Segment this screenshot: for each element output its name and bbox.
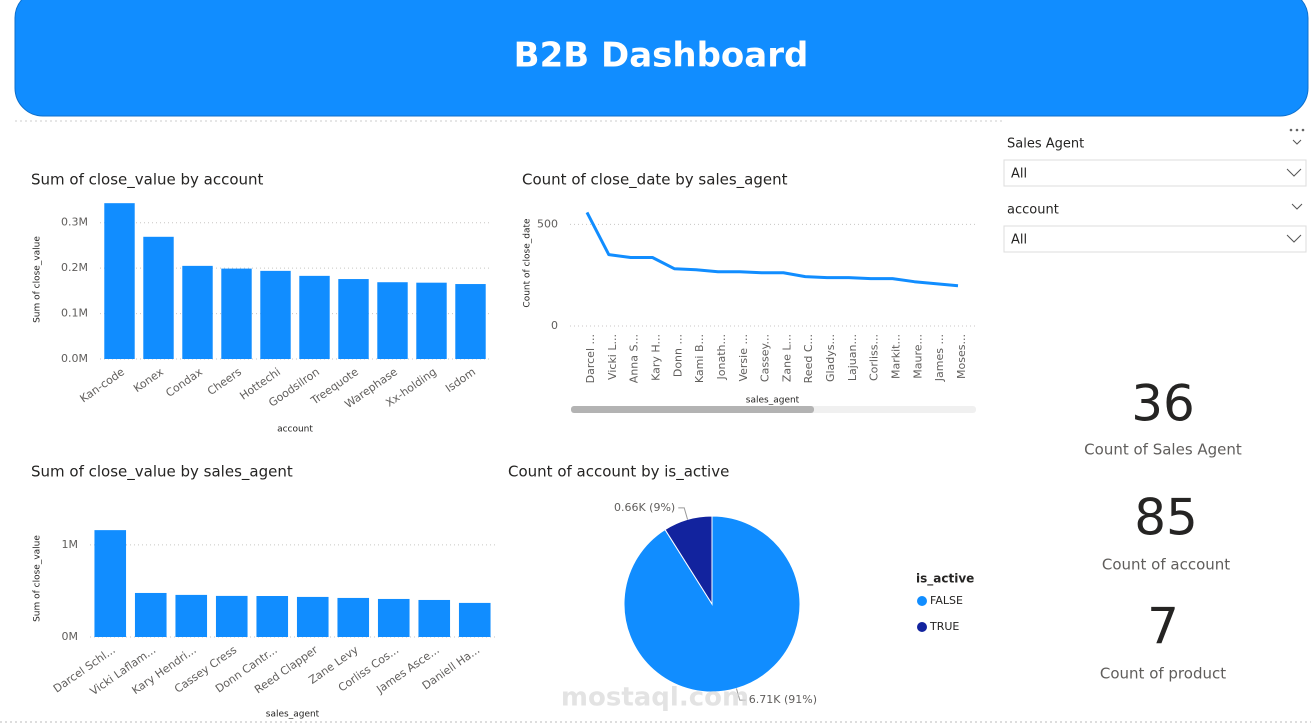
y-tick-label: 1M xyxy=(62,538,79,551)
chart-title: Sum of close_value by account xyxy=(31,171,264,190)
slicer-value: All xyxy=(1011,233,1027,248)
bar xyxy=(338,279,369,359)
bar xyxy=(377,282,408,359)
slicer-chevron[interactable] xyxy=(1291,203,1303,210)
data-label: 6.71K (91%) xyxy=(749,693,817,706)
x-tick-label: James ... xyxy=(933,334,946,382)
bar xyxy=(104,203,135,359)
x-tick-label: Corliss... xyxy=(868,334,881,381)
x-tick-label: Gladys... xyxy=(824,334,837,382)
x-tick-label: Isdom xyxy=(443,365,478,395)
card-label: Count of product xyxy=(1100,665,1226,683)
x-tick-label: Markit... xyxy=(890,334,903,379)
y-tick-label: 0M xyxy=(62,630,79,643)
bar xyxy=(221,268,252,359)
bar xyxy=(215,595,248,637)
x-tick-label: Cassey... xyxy=(759,334,772,382)
slicer-dropdown[interactable] xyxy=(1003,225,1307,253)
bar xyxy=(299,275,330,359)
bar xyxy=(134,592,167,637)
bar xyxy=(256,596,289,637)
bar xyxy=(260,270,291,359)
x-axis-title: account xyxy=(277,425,313,435)
data-label: 0.66K (9%) xyxy=(614,501,675,514)
y-axis-title: Sum of close_value xyxy=(33,236,43,323)
header-banner xyxy=(14,0,1309,117)
leader-line xyxy=(735,688,746,701)
bar xyxy=(377,598,410,637)
y-tick-label: 0 xyxy=(551,319,558,332)
y-axis-title: Sum of close_value xyxy=(33,535,43,622)
x-tick-label: Kami B... xyxy=(693,334,706,383)
card-value: 36 xyxy=(1131,375,1195,433)
bar xyxy=(296,596,329,637)
bar xyxy=(416,282,447,359)
x-tick-label: Konex xyxy=(131,365,166,395)
bar xyxy=(143,236,174,359)
x-tick-label: Donn ... xyxy=(671,334,684,377)
bar xyxy=(418,599,451,637)
x-tick-label: Maure... xyxy=(911,334,924,379)
x-axis-title: sales_agent xyxy=(746,396,800,406)
slicer-dropdown[interactable] xyxy=(1003,159,1307,187)
slicer-value: All xyxy=(1011,167,1027,182)
bar xyxy=(175,594,208,637)
y-tick-label: 0.2M xyxy=(61,261,88,274)
legend-label[interactable]: TRUE xyxy=(929,620,959,633)
legend-label[interactable]: FALSE xyxy=(930,594,963,607)
chart-title: Count of account by is_active xyxy=(508,463,729,482)
x-tick-label: Lajuan... xyxy=(846,334,859,381)
chart-title: Sum of close_value by sales_agent xyxy=(31,463,293,482)
more-options[interactable] xyxy=(1289,128,1305,132)
card-value: 85 xyxy=(1134,489,1198,547)
legend-marker xyxy=(917,596,927,606)
watermark: mostaql.com xyxy=(561,683,749,713)
y-tick-label: 0.1M xyxy=(61,307,88,320)
dropdown-chevron[interactable] xyxy=(1286,168,1302,177)
x-tick-label: Versie ... xyxy=(737,334,750,382)
card-label: Count of Sales Agent xyxy=(1084,441,1242,459)
legend-title: is_active xyxy=(916,572,974,587)
slicer-label: account xyxy=(1007,203,1059,218)
bar xyxy=(458,602,491,637)
dropdown-chevron[interactable] xyxy=(1286,234,1302,243)
x-tick-label: Kary H... xyxy=(649,334,662,381)
slicer-label: Sales Agent xyxy=(1007,137,1084,152)
y-tick-label: 0.0M xyxy=(61,352,88,365)
x-tick-label: Kan-code xyxy=(78,365,128,405)
pie-slice xyxy=(664,515,713,606)
scrollbar-thumb[interactable] xyxy=(571,406,814,413)
line xyxy=(585,211,959,288)
x-axis-title: sales_agent xyxy=(266,710,320,720)
x-tick-label: Condax xyxy=(163,365,205,400)
x-tick-label: Reed C... xyxy=(802,334,815,383)
x-tick-label: Anna S... xyxy=(628,334,641,383)
slicer-chevron[interactable] xyxy=(1292,139,1302,145)
x-tick-label: Moses... xyxy=(955,334,968,379)
chart-title: Count of close_date by sales_agent xyxy=(522,171,788,190)
y-tick-label: 0.3M xyxy=(61,216,88,229)
card-label: Count of account xyxy=(1102,556,1230,574)
card-value: 7 xyxy=(1147,598,1179,656)
y-tick-label: 500 xyxy=(537,217,558,230)
bar xyxy=(182,265,213,359)
y-axis-title: Count of close_date xyxy=(523,218,533,308)
x-tick-label: Jonath... xyxy=(715,334,728,380)
x-tick-label: Zane L... xyxy=(780,334,793,382)
bar xyxy=(94,530,127,637)
legend-marker xyxy=(917,622,927,632)
bar xyxy=(337,597,370,637)
leader-line xyxy=(678,507,689,520)
header-title: B2B Dashboard xyxy=(514,36,809,76)
x-tick-label: Darcel ... xyxy=(584,334,597,383)
x-tick-label: Vicki L... xyxy=(606,334,619,380)
bar xyxy=(455,284,486,359)
